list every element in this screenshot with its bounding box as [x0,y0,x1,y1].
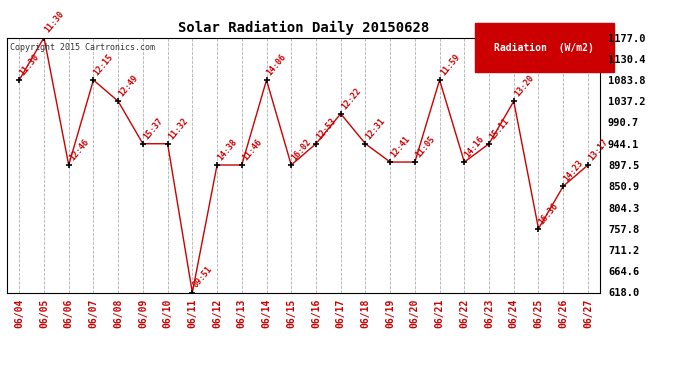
Text: 12:31: 12:31 [364,116,387,141]
Text: 14:38: 14:38 [216,137,239,162]
Text: 12:15: 12:15 [92,52,115,77]
Text: 12:46: 12:46 [68,137,90,162]
Text: 12:41: 12:41 [389,134,412,159]
Text: 11:46: 11:46 [241,137,264,162]
Text: 11:59: 11:59 [438,52,462,77]
Text: 09:51: 09:51 [191,265,214,290]
Text: Radiation  (W/m2): Radiation (W/m2) [495,43,594,52]
Text: 12:22: 12:22 [339,86,362,111]
Text: 13:17: 13:17 [586,137,610,162]
Text: 16:02: 16:02 [290,137,313,162]
Text: 11:30: 11:30 [18,52,41,77]
Text: 12:49: 12:49 [117,74,140,98]
Text: 14:06: 14:06 [266,52,288,77]
Text: 11:32: 11:32 [166,116,189,141]
Text: 16:36: 16:36 [538,201,560,226]
Title: Solar Radiation Daily 20150628: Solar Radiation Daily 20150628 [178,21,429,35]
Text: 11:05: 11:05 [414,134,437,159]
Text: 11:30: 11:30 [43,10,66,34]
Text: Copyright 2015 Cartronics.com: Copyright 2015 Cartronics.com [10,43,155,52]
Text: 14:23: 14:23 [562,159,585,183]
Text: 14:16: 14:16 [463,134,486,159]
Text: 13:20: 13:20 [513,74,535,98]
Text: 15:11: 15:11 [488,116,511,141]
Text: 12:53: 12:53 [315,116,337,141]
Text: 15:37: 15:37 [141,116,165,141]
